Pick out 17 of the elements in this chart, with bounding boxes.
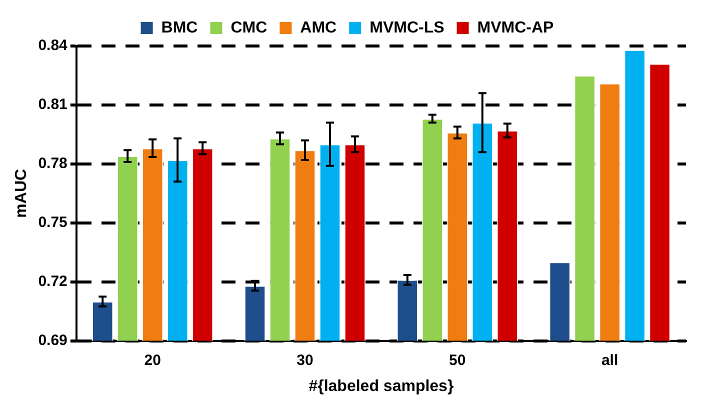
legend-label: MVMC-LS [370, 19, 445, 36]
legend-label: BMC [161, 19, 198, 36]
legend-label: MVMC-AP [477, 19, 554, 36]
y-tick-label: 0.78 [38, 155, 68, 172]
legend-label: CMC [230, 19, 268, 36]
x-tick-label: 50 [449, 352, 466, 369]
x-tick-label: 20 [144, 352, 161, 369]
y-tick-label: 0.69 [38, 332, 68, 349]
x-axis-title: #{labeled samples} [308, 378, 454, 395]
y-axis-title: mAUC [13, 168, 30, 218]
legend-label: AMC [300, 19, 338, 36]
x-tick-label: 30 [296, 352, 314, 369]
y-tick-label: 0.81 [38, 96, 68, 114]
y-tick-label: 0.75 [38, 214, 68, 232]
y-tick-label: 0.72 [38, 272, 68, 290]
x-tick-label: all [601, 352, 618, 369]
y-tick-label: 0.84 [38, 37, 68, 54]
